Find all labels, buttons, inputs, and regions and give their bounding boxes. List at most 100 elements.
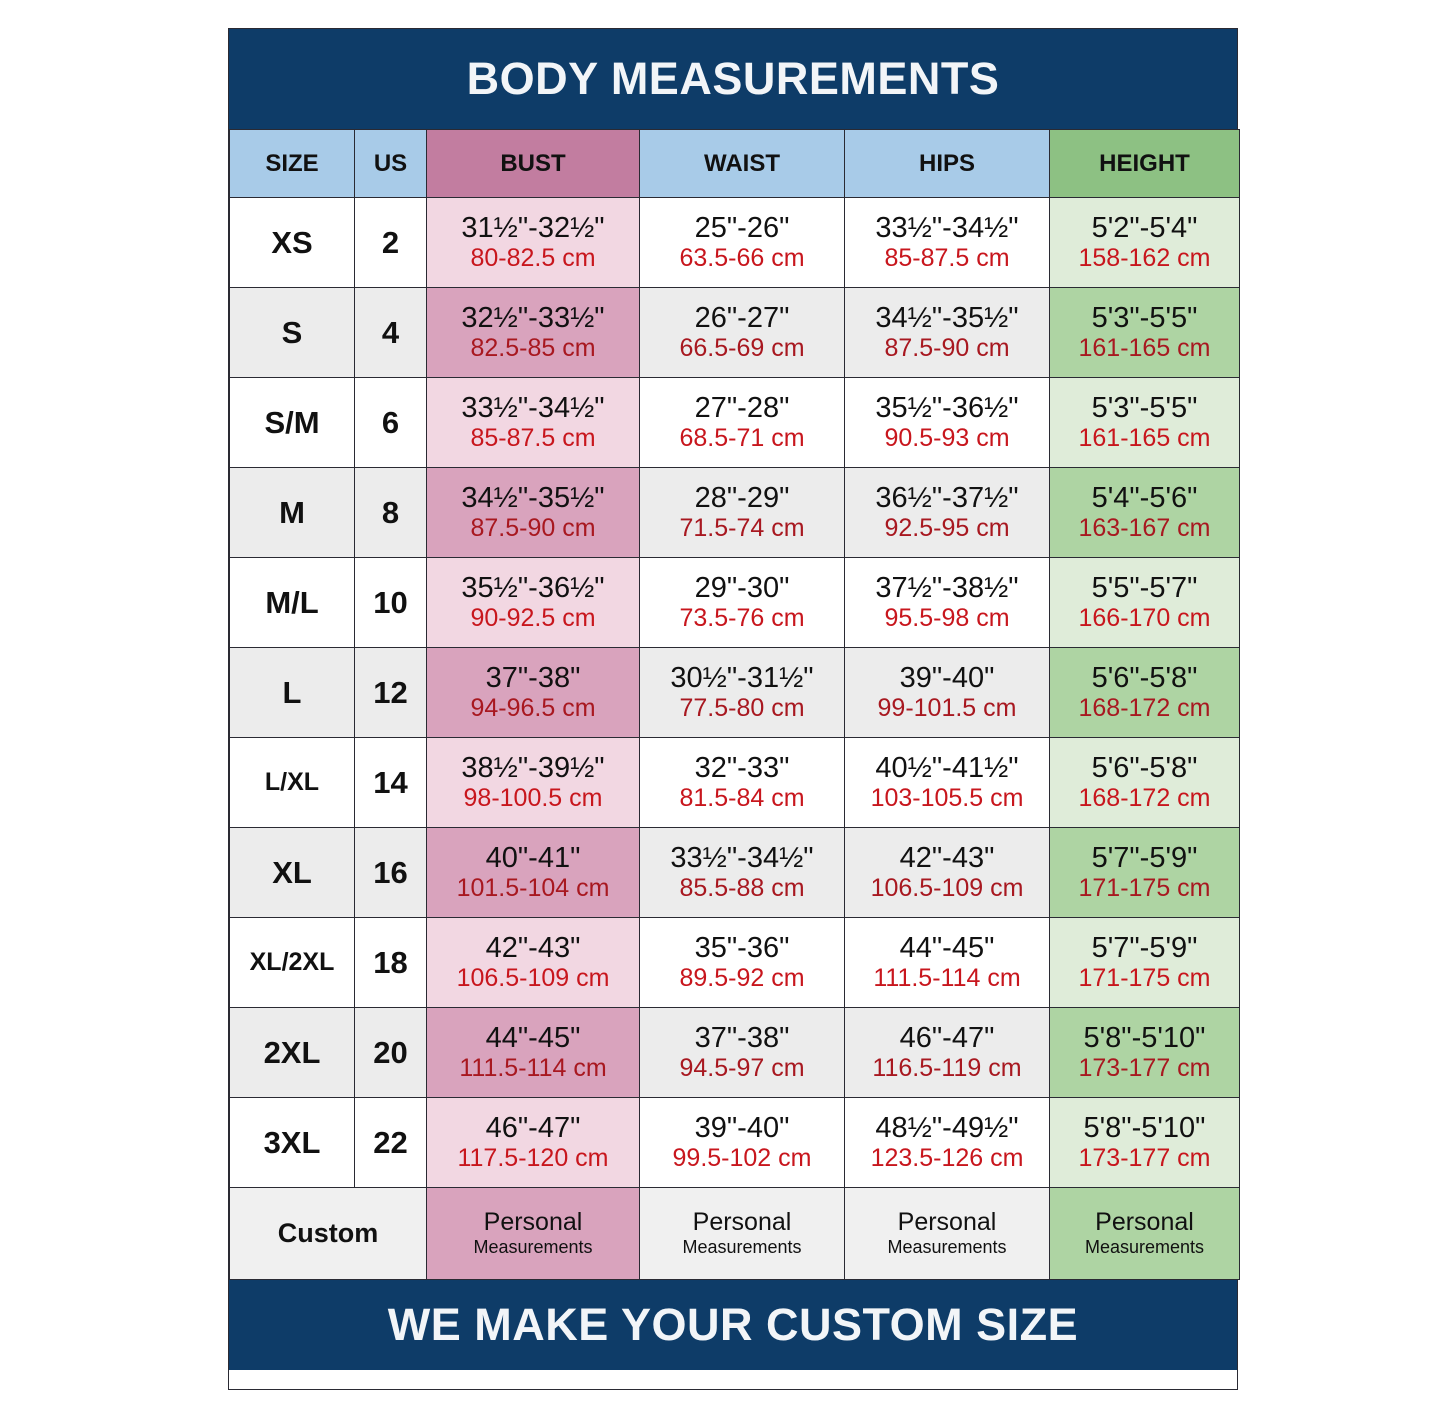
cell-height: 5'5"-5'7" 166-170 cm: [1049, 557, 1240, 648]
cell-size: XL: [229, 827, 355, 918]
cell-hips: 48½"-49½" 123.5-126 cm: [844, 1097, 1050, 1188]
value-inches: 5'7"-5'9": [1091, 841, 1198, 874]
value-centimeters: 168-172 cm: [1078, 693, 1211, 722]
cell-height: 5'3"-5'5" 161-165 cm: [1049, 377, 1240, 468]
value-centimeters: 99-101.5 cm: [877, 693, 1017, 722]
value-inches: 25"-26": [694, 211, 790, 244]
value-centimeters: 101.5-104 cm: [456, 873, 610, 902]
value-inches: 34½"-35½": [461, 481, 605, 514]
cell-bust: 42"-43" 106.5-109 cm: [426, 917, 640, 1008]
cell-bust: 33½"-34½" 85-87.5 cm: [426, 377, 640, 468]
cell-us-size: 12: [354, 647, 427, 738]
value-inches: 38½"-39½": [461, 751, 605, 784]
cell-hips: 37½"-38½" 95.5-98 cm: [844, 557, 1050, 648]
cell-height: 5'4"-5'6" 163-167 cm: [1049, 467, 1240, 558]
value-inches: 35½"-36½": [461, 571, 605, 604]
table-body: XS 2 31½"-32½" 80-82.5 cm 25"-26" 63.5-66 cm 3…: [229, 197, 1240, 1280]
value-centimeters: 82.5-85 cm: [470, 333, 596, 362]
value-inches: 37½"-38½": [875, 571, 1019, 604]
value-centimeters: 85-87.5 cm: [884, 243, 1010, 272]
cell-custom-height[interactable]: Personal Measurements: [1049, 1187, 1240, 1280]
value-inches: 31½"-32½": [461, 211, 605, 244]
cell-size: L/XL: [229, 737, 355, 828]
cell-custom-hips[interactable]: Personal Measurements: [844, 1187, 1050, 1280]
table-row: M 8 34½"-35½" 87.5-90 cm 28"-29" 71.5-74 cm 36…: [229, 467, 1240, 558]
cell-bust: 46"-47" 117.5-120 cm: [426, 1097, 640, 1188]
cell-us-size: 4: [354, 287, 427, 378]
value-centimeters: 116.5-119 cm: [872, 1053, 1022, 1082]
value-centimeters: 94-96.5 cm: [470, 693, 596, 722]
custom-personal-label: Personal: [1095, 1208, 1194, 1237]
value-centimeters: 158-162 cm: [1078, 243, 1211, 272]
cell-custom-bust[interactable]: Personal Measurements: [426, 1187, 640, 1280]
cell-hips: 44"-45" 111.5-114 cm: [844, 917, 1050, 1008]
cell-hips: 46"-47" 116.5-119 cm: [844, 1007, 1050, 1098]
value-centimeters: 161-165 cm: [1078, 333, 1211, 362]
value-inches: 35"-36": [694, 931, 790, 964]
value-inches: 46"-47": [485, 1111, 581, 1144]
cell-height: 5'2"-5'4" 158-162 cm: [1049, 197, 1240, 288]
value-centimeters: 106.5-109 cm: [456, 963, 610, 992]
cell-height: 5'8"-5'10" 173-177 cm: [1049, 1007, 1240, 1098]
value-inches: 5'6"-5'8": [1091, 751, 1198, 784]
value-centimeters: 87.5-90 cm: [470, 513, 596, 542]
cell-us-size: 18: [354, 917, 427, 1008]
custom-measurements-label: Measurements: [682, 1236, 802, 1257]
size-chart: BODY MEASUREMENTS SIZE US BUST WAIST HIP…: [228, 28, 1240, 1390]
cell-size: S/M: [229, 377, 355, 468]
value-centimeters: 68.5-71 cm: [679, 423, 805, 452]
custom-measurements-label: Measurements: [887, 1236, 1007, 1257]
cell-us-size: 22: [354, 1097, 427, 1188]
cell-us-size: 2: [354, 197, 427, 288]
custom-size-row[interactable]: Custom Personal Measurements Personal Measur…: [229, 1187, 1240, 1280]
value-centimeters: 87.5-90 cm: [884, 333, 1010, 362]
cell-waist: 39"-40" 99.5-102 cm: [639, 1097, 845, 1188]
custom-personal-label: Personal: [483, 1208, 583, 1237]
cell-us-size: 6: [354, 377, 427, 468]
custom-measurements-label: Measurements: [473, 1236, 593, 1257]
column-header-waist: WAIST: [639, 129, 845, 198]
cell-custom-waist[interactable]: Personal Measurements: [639, 1187, 845, 1280]
cell-us-size: 10: [354, 557, 427, 648]
value-inches: 39"-40": [694, 1111, 790, 1144]
measurements-table: SIZE US BUST WAIST HIPS HEIGHT XS 2 31½"-3…: [229, 129, 1240, 1280]
custom-personal-label: Personal: [692, 1208, 792, 1237]
cell-waist: 37"-38" 94.5-97 cm: [639, 1007, 845, 1098]
column-header-us: US: [354, 129, 427, 198]
cell-hips: 33½"-34½" 85-87.5 cm: [844, 197, 1050, 288]
value-inches: 27"-28": [694, 391, 790, 424]
cell-hips: 35½"-36½" 90.5-93 cm: [844, 377, 1050, 468]
cell-hips: 42"-43" 106.5-109 cm: [844, 827, 1050, 918]
cell-waist: 35"-36" 89.5-92 cm: [639, 917, 845, 1008]
value-centimeters: 63.5-66 cm: [679, 243, 805, 272]
custom-size-footer-banner: WE MAKE YOUR CUSTOM SIZE: [229, 1280, 1237, 1370]
value-inches: 32½"-33½": [461, 301, 605, 334]
value-centimeters: 95.5-98 cm: [884, 603, 1010, 632]
value-centimeters: 71.5-74 cm: [679, 513, 805, 542]
value-inches: 46"-47": [899, 1021, 995, 1054]
cell-us-size: 8: [354, 467, 427, 558]
cell-waist: 33½"-34½" 85.5-88 cm: [639, 827, 845, 918]
value-inches: 33½"-34½": [670, 841, 814, 874]
table-row: L 12 37"-38" 94-96.5 cm 30½"-31½" 77.5-80 cm 3…: [229, 647, 1240, 738]
value-inches: 26"-27": [694, 301, 790, 334]
value-centimeters: 94.5-97 cm: [679, 1053, 805, 1082]
value-inches: 5'3"-5'5": [1091, 391, 1198, 424]
value-inches: 48½"-49½": [875, 1111, 1019, 1144]
value-centimeters: 77.5-80 cm: [679, 693, 805, 722]
value-inches: 5'2"-5'4": [1091, 211, 1198, 244]
value-inches: 40½"-41½": [875, 751, 1019, 784]
cell-size: M/L: [229, 557, 355, 648]
value-centimeters: 111.5-114 cm: [873, 963, 1021, 992]
table-row: XL/2XL 18 42"-43" 106.5-109 cm 35"-36" 89.5-9…: [229, 917, 1240, 1008]
value-centimeters: 123.5-126 cm: [870, 1143, 1024, 1172]
cell-bust: 40"-41" 101.5-104 cm: [426, 827, 640, 918]
cell-hips: 39"-40" 99-101.5 cm: [844, 647, 1050, 738]
column-header-bust: BUST: [426, 129, 640, 198]
cell-bust: 32½"-33½" 82.5-85 cm: [426, 287, 640, 378]
value-inches: 39"-40": [899, 661, 995, 694]
value-inches: 28"-29": [694, 481, 790, 514]
value-centimeters: 111.5-114 cm: [459, 1053, 607, 1082]
value-centimeters: 90-92.5 cm: [470, 603, 596, 632]
value-inches: 5'8"-5'10": [1083, 1021, 1206, 1054]
